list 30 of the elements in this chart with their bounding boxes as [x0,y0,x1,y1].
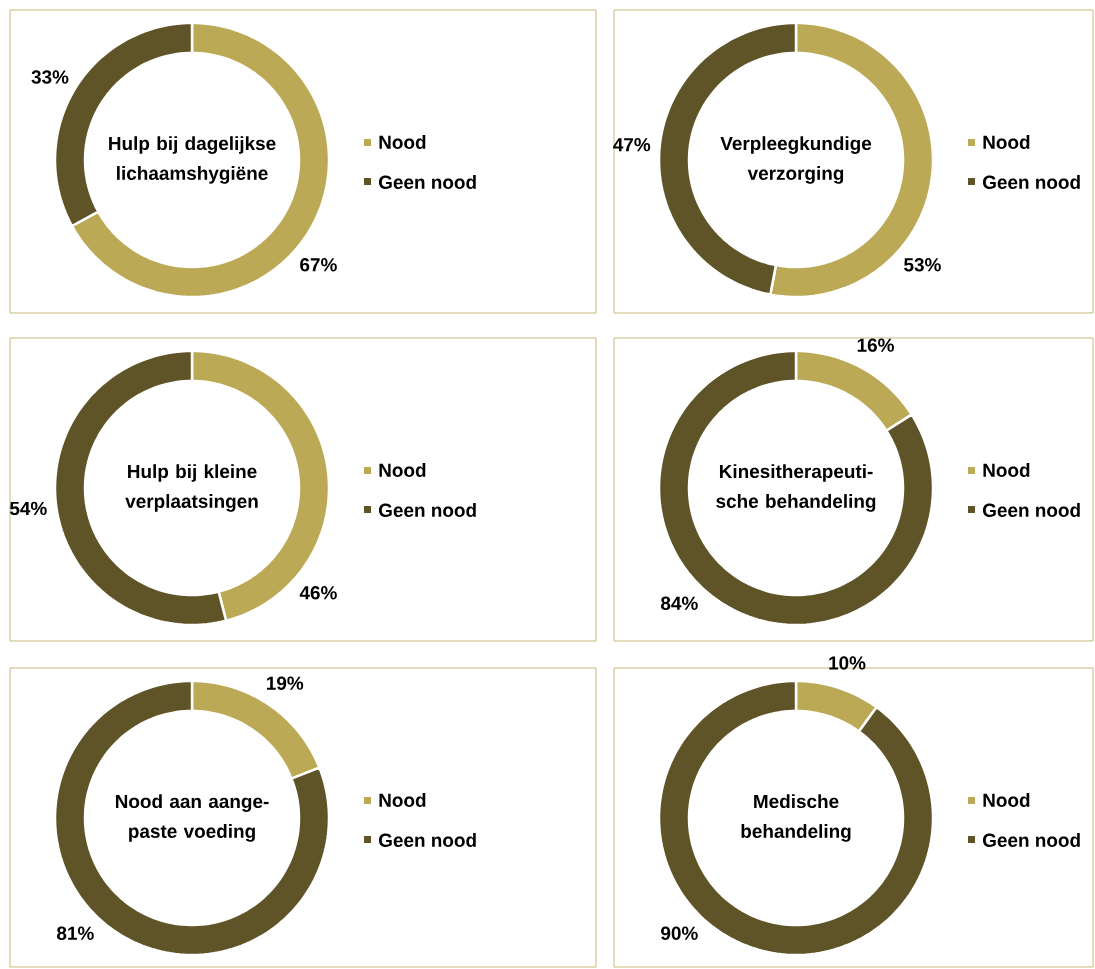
text: Verpleegkundige verzorging [720,136,872,184]
legend-label: Nood [379,135,426,149]
legend-label: Nood [983,135,1030,149]
legend-label: Geen nood [378,503,476,517]
data-label: 54% [9,501,47,516]
legend-label: Geen nood [983,175,1080,189]
data-label: 47% [613,138,651,152]
data-label: 81% [56,926,94,940]
data-label: 53% [904,258,941,272]
legend-label: Nood [983,463,1030,477]
text: Hulp bij dagelijkse lichaamshygiëne [109,136,276,184]
data-label: 16% [857,338,894,352]
data-label: 33% [31,70,69,84]
legend-label: Geen nood [983,503,1080,517]
legend-label: Geen nood [378,833,476,847]
data-label: 84% [661,596,698,610]
legend-label: Nood [379,793,426,807]
text: Nood aan aange- paste voeding [115,794,269,842]
legend-label: Geen nood [378,175,476,189]
data-label: 67% [300,258,337,272]
data-label: 46% [299,586,337,600]
data-label: 10% [829,656,866,670]
data-label: 19% [267,676,304,690]
text: Hulp bij kleine verplaatsingen [125,464,258,512]
legend-label: Nood [379,463,426,477]
legend-label: Nood [983,793,1030,807]
text: Medische behandeling [741,794,851,842]
text: Kinesitherapeuti- sche behandeling [716,464,876,512]
data-label: 90% [661,926,698,940]
legend-label: Geen nood [983,833,1080,847]
